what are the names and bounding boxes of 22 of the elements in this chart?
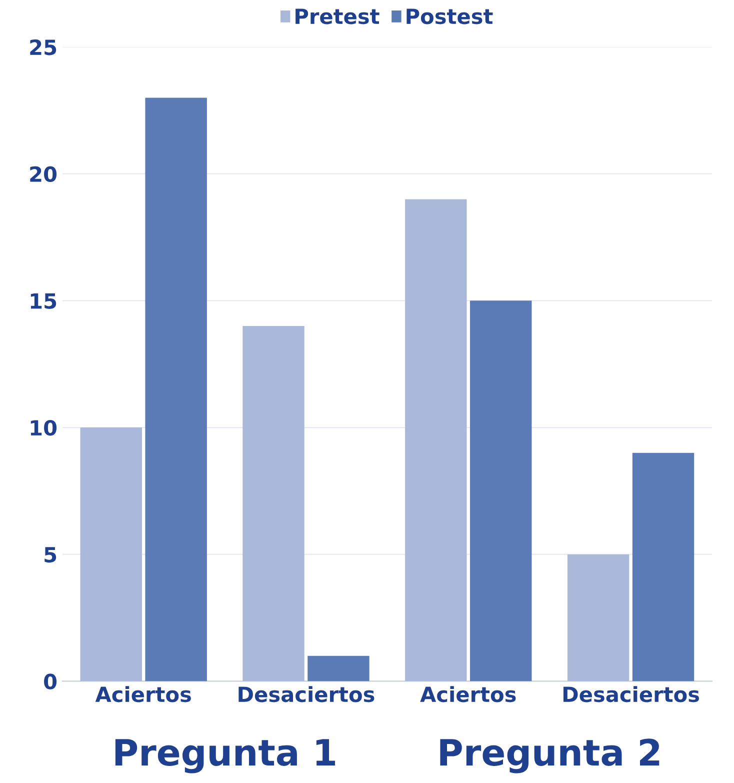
bar (308, 656, 370, 682)
text: Pregunta 2 (440, 738, 660, 774)
text: Pregunta 1 (115, 739, 335, 774)
bar (632, 452, 694, 682)
y-tick-label: 15 (30, 293, 56, 309)
bar (145, 98, 207, 682)
bar (405, 199, 467, 682)
y-tick-label: 10 (30, 420, 57, 436)
y-tick-label: 5 (44, 547, 56, 563)
bar (567, 554, 630, 682)
legend-label: Postest (406, 8, 493, 24)
bar (80, 428, 142, 682)
x-tick-label: Aciertos (420, 686, 516, 702)
x-tick-label: Desaciertos (563, 686, 700, 702)
x-tick-label: Aciertos (95, 686, 191, 702)
legend-label: Pretest (296, 8, 380, 24)
y-tick-label: 20 (30, 166, 57, 182)
x-tick-label: Desaciertos (238, 686, 374, 702)
y-tick-label: 25 (30, 39, 56, 56)
bar (470, 300, 532, 682)
y-tick-label: 0 (44, 674, 57, 690)
bar (242, 326, 304, 682)
